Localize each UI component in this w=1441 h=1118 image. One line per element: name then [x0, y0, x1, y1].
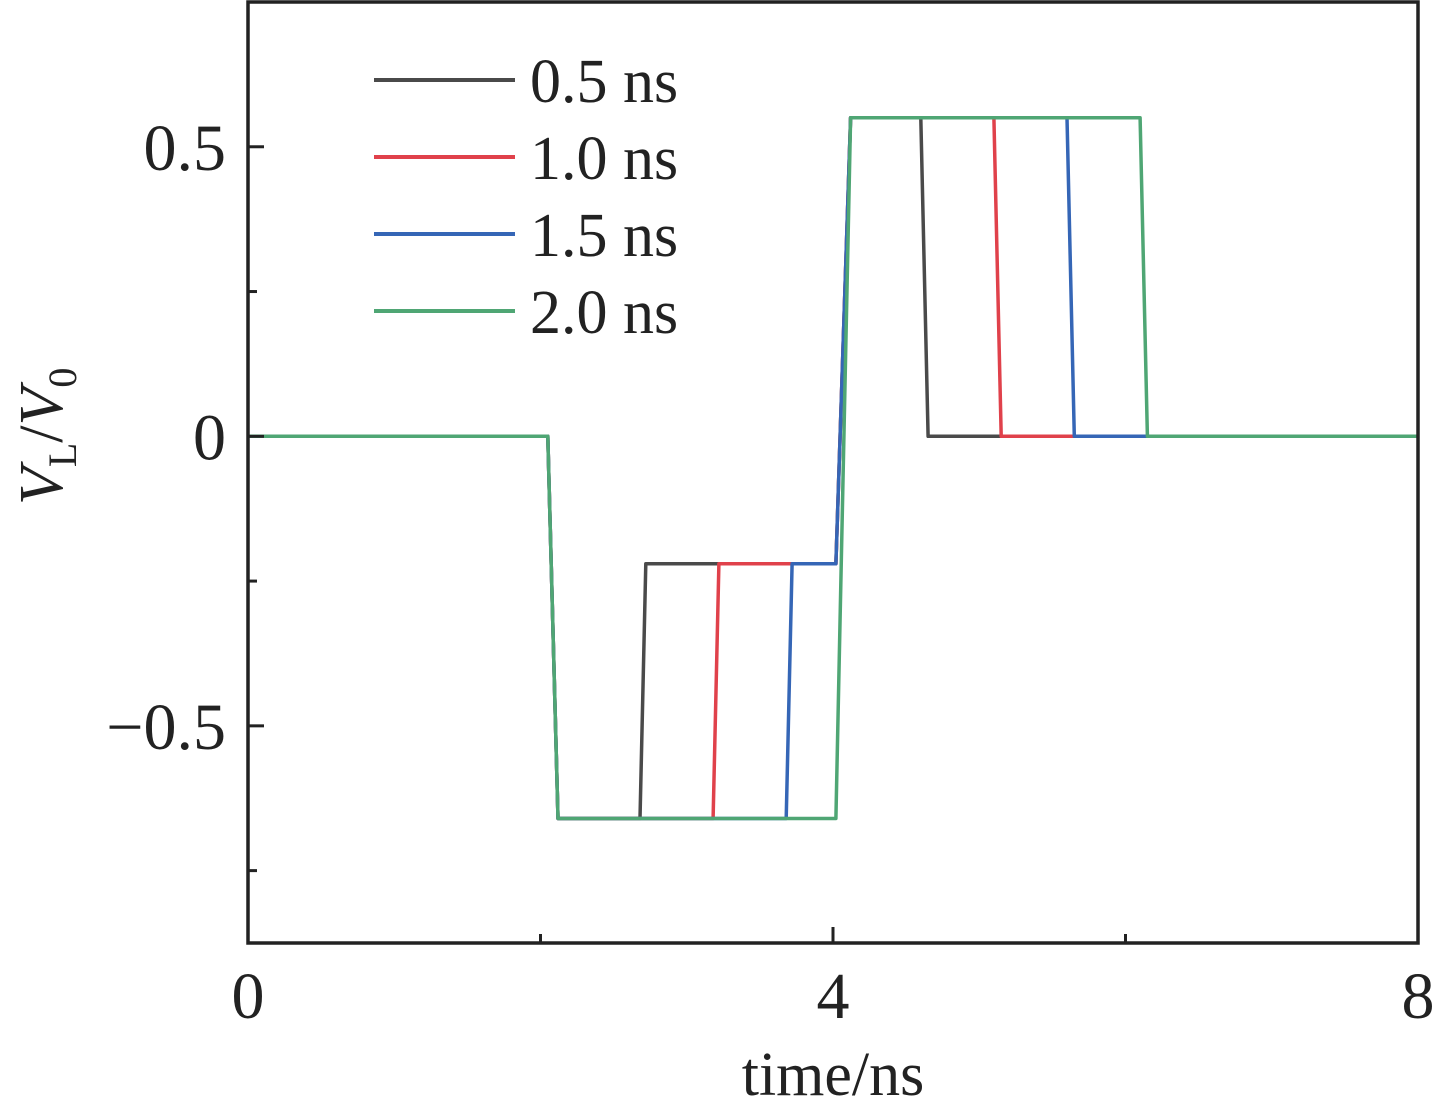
tick-labels-layer: 0 4 8 0.5 0 −0.5 [106, 112, 1434, 1033]
series-line-1 [248, 116, 1418, 821]
x-tick-label: 0 [232, 960, 265, 1033]
y-tick-label: 0.5 [144, 112, 227, 185]
x-tick-label: 4 [817, 960, 850, 1033]
legend-label-1: 1.0 ns [530, 125, 678, 193]
y-axis-title-symbol: V [8, 461, 76, 505]
y-tick-label: −0.5 [106, 691, 226, 764]
ticks-layer [246, 145, 1420, 943]
y-axis-title-reference-subscript: 0 [40, 368, 85, 388]
x-axis-title: time/ns [742, 1041, 925, 1109]
legend-label-2: 1.5 ns [530, 202, 678, 270]
series-line-0 [248, 116, 1418, 821]
plot-frame [246, 0, 1420, 945]
legend-label-3: 2.0 ns [530, 279, 678, 347]
x-tick-label: 8 [1402, 960, 1435, 1033]
legend-label-0: 0.5 ns [530, 48, 678, 116]
y-axis-title-subscript: L [40, 443, 85, 467]
y-tick-label: 0 [193, 401, 226, 474]
y-axis-title-slash: / [8, 425, 76, 443]
series-layer [248, 116, 1418, 821]
y-axis-title-reference: V [8, 381, 76, 425]
series-line-3 [248, 116, 1418, 821]
legend: 0.5 ns 1.0 ns 1.5 ns 2.0 ns [374, 48, 678, 347]
y-axis-title: VL/V0 [8, 368, 85, 505]
series-line-2 [248, 116, 1418, 821]
